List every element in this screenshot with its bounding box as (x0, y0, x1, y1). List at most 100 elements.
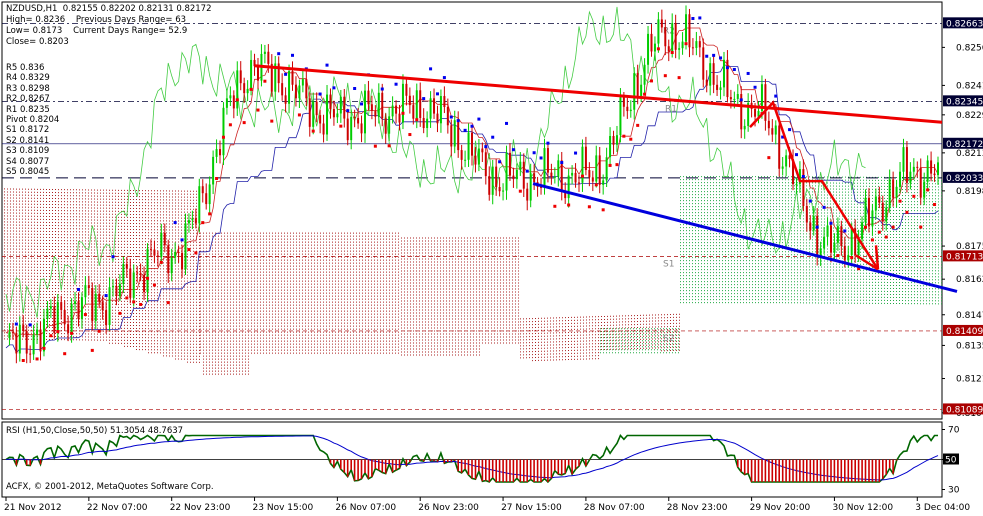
time-label: 26 Nov 23:00 (418, 503, 479, 512)
pivot-tag-s2: S2 (663, 334, 674, 344)
candle-body (619, 97, 622, 136)
candle-body (795, 184, 798, 186)
candle-body (49, 306, 52, 309)
candle-body (474, 155, 477, 165)
psar-dot (311, 129, 315, 133)
candle-body (526, 188, 529, 201)
candle-body (864, 197, 867, 223)
resistance-trendline (254, 64, 943, 124)
candle-body (412, 105, 415, 119)
psar-dot (346, 109, 350, 113)
time-label: 28 Nov 07:00 (584, 503, 645, 512)
candle-body (215, 149, 218, 157)
candle-body (170, 257, 173, 274)
price-tick-label: 0.81475 (956, 311, 983, 321)
psar-dot (125, 296, 129, 300)
candle-body (640, 84, 643, 96)
psar-dot (242, 121, 246, 125)
candle-body (498, 186, 501, 192)
price-tick-label: 0.82290 (956, 111, 983, 121)
psar-dots (14, 16, 937, 363)
candle-body (602, 180, 605, 185)
psar-dot (739, 98, 743, 102)
psar-dot (926, 188, 930, 192)
psar-dot (933, 203, 937, 207)
candle-body (588, 170, 591, 178)
candle-body (381, 92, 384, 119)
candle-body (184, 223, 187, 270)
psar-dot (14, 322, 18, 326)
psar-dot (808, 199, 812, 203)
candle-body (149, 248, 152, 250)
candle-body (716, 84, 719, 90)
psar-dot (857, 267, 861, 271)
psar-dot (836, 254, 840, 258)
candle-body (253, 59, 256, 67)
candle-body (143, 275, 146, 293)
candle-body (187, 220, 190, 224)
price-label-box (943, 17, 983, 29)
candle-body (681, 41, 684, 49)
candle-body (301, 79, 304, 86)
psar-dot (546, 141, 550, 145)
candle-body (705, 79, 708, 86)
candle-body (484, 152, 487, 177)
psar-dot (263, 79, 267, 83)
candle-body (584, 146, 587, 171)
candle-body (740, 94, 743, 130)
candle-body (671, 23, 674, 52)
psar-dot (194, 251, 198, 255)
candle-body (674, 23, 677, 50)
candle-body (236, 70, 239, 109)
psar-dot (553, 204, 557, 208)
psar-dot (843, 229, 847, 233)
candle-body (401, 83, 404, 123)
candle-body (702, 47, 705, 80)
candle-body (488, 176, 491, 195)
psar-dot (284, 72, 288, 76)
price-tick-label: 0.81350 (956, 341, 983, 351)
candle-body (719, 87, 722, 90)
psar-dot (104, 294, 108, 298)
candle-body (747, 102, 750, 126)
candle-body (622, 97, 625, 107)
psar-dot (725, 66, 729, 70)
psar-dot (70, 331, 74, 335)
candle-body (564, 191, 567, 199)
pivot-tag-s1: S1 (663, 259, 674, 269)
psar-dot (256, 108, 260, 112)
candle-body (598, 155, 601, 185)
candle-body (39, 329, 42, 352)
psar-dot (636, 123, 640, 127)
candle-body (691, 47, 694, 49)
candle-body (315, 101, 318, 116)
price-label: 0.82033 (946, 174, 983, 184)
psar-dot (422, 97, 426, 101)
price-panel-frame (1, 1, 943, 420)
psar-dot (21, 359, 25, 363)
candle-body (678, 48, 681, 50)
pivot-item: S2 0.8141 (6, 135, 50, 146)
psar-dot (249, 87, 253, 91)
candle-body (305, 79, 308, 99)
time-label: 23 Nov 15:00 (253, 503, 314, 512)
candle-body (467, 132, 470, 160)
candle-body (439, 96, 442, 124)
candle-body (267, 51, 270, 64)
psar-dot (511, 148, 515, 152)
candle-body (243, 83, 246, 94)
candle-body (464, 159, 467, 161)
candle-body (778, 125, 781, 169)
psar-dot (429, 67, 433, 71)
psar-dot (201, 221, 205, 225)
candle-body (336, 113, 339, 118)
rsi-title: RSI (H1,50,Close,50,50) 51.3054 48.7637 (6, 426, 184, 436)
cloud-green-small (600, 328, 679, 354)
rsi-tick-label: 30 (948, 486, 960, 496)
candle-body (18, 324, 21, 354)
candle-body (32, 334, 35, 355)
rsi-tick-label: 70 (948, 426, 960, 436)
psar-dot (159, 260, 163, 264)
candle-body (153, 249, 156, 256)
